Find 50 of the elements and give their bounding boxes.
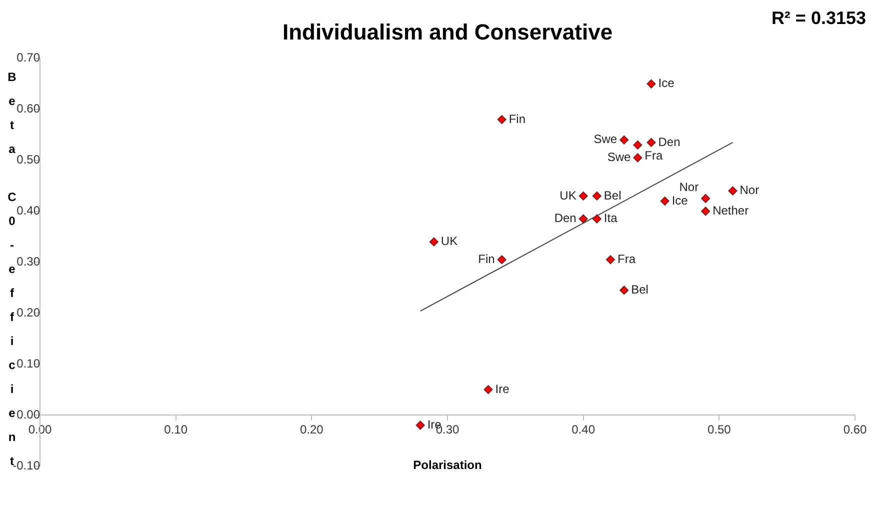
annotation: UK	[440, 234, 458, 248]
annotation: Den	[554, 211, 576, 226]
annotation: UK	[560, 188, 576, 202]
point	[497, 115, 506, 124]
point	[646, 79, 656, 88]
annotation: Bel	[604, 188, 622, 202]
x-tick-label: 0.20	[300, 422, 324, 437]
point	[578, 191, 588, 200]
point	[578, 214, 588, 224]
x-tick-label: 0.40	[572, 422, 596, 437]
annotation: Fra	[618, 252, 636, 266]
annotation: Swe	[594, 132, 618, 146]
annotation: Ire	[495, 382, 510, 396]
x-axis-title: Polarisation	[413, 458, 482, 472]
point	[592, 214, 602, 224]
annotation: Nor	[740, 183, 760, 198]
point	[633, 140, 642, 150]
annotation: Nether	[712, 204, 749, 218]
point	[620, 135, 629, 144]
annotation: Fin	[478, 252, 495, 266]
annotation: Ita	[604, 211, 618, 226]
x-tick-label: 0.10	[164, 422, 188, 437]
annotation: Den	[658, 134, 680, 149]
annotation: Fra	[644, 148, 663, 162]
chart-title: Individualism and Conservative	[282, 19, 613, 44]
annotation: Swe	[607, 150, 631, 164]
point	[701, 194, 710, 204]
y-tick-label: 0.70	[16, 50, 40, 65]
annotation: Ice	[658, 76, 675, 90]
annotation: Fin	[508, 112, 526, 126]
point	[701, 206, 710, 216]
point	[416, 420, 425, 430]
point	[484, 385, 493, 394]
point	[633, 153, 642, 162]
annotation: Nor	[679, 180, 699, 194]
annotation: Bel	[631, 282, 648, 297]
x-tick-label: 0.50	[707, 422, 732, 437]
point	[660, 196, 670, 206]
point	[429, 237, 438, 246]
point	[646, 138, 656, 147]
annotation: Ice	[672, 193, 688, 208]
y-tick-label: 0.50	[16, 152, 40, 167]
point	[497, 255, 506, 264]
y-tick-label: 0.60	[16, 102, 40, 116]
text: R² = 0.3153	[771, 8, 866, 28]
point	[606, 255, 615, 264]
point	[620, 286, 629, 295]
point	[728, 186, 738, 196]
point	[592, 191, 602, 200]
x-tick-label: 0.60	[843, 422, 867, 437]
